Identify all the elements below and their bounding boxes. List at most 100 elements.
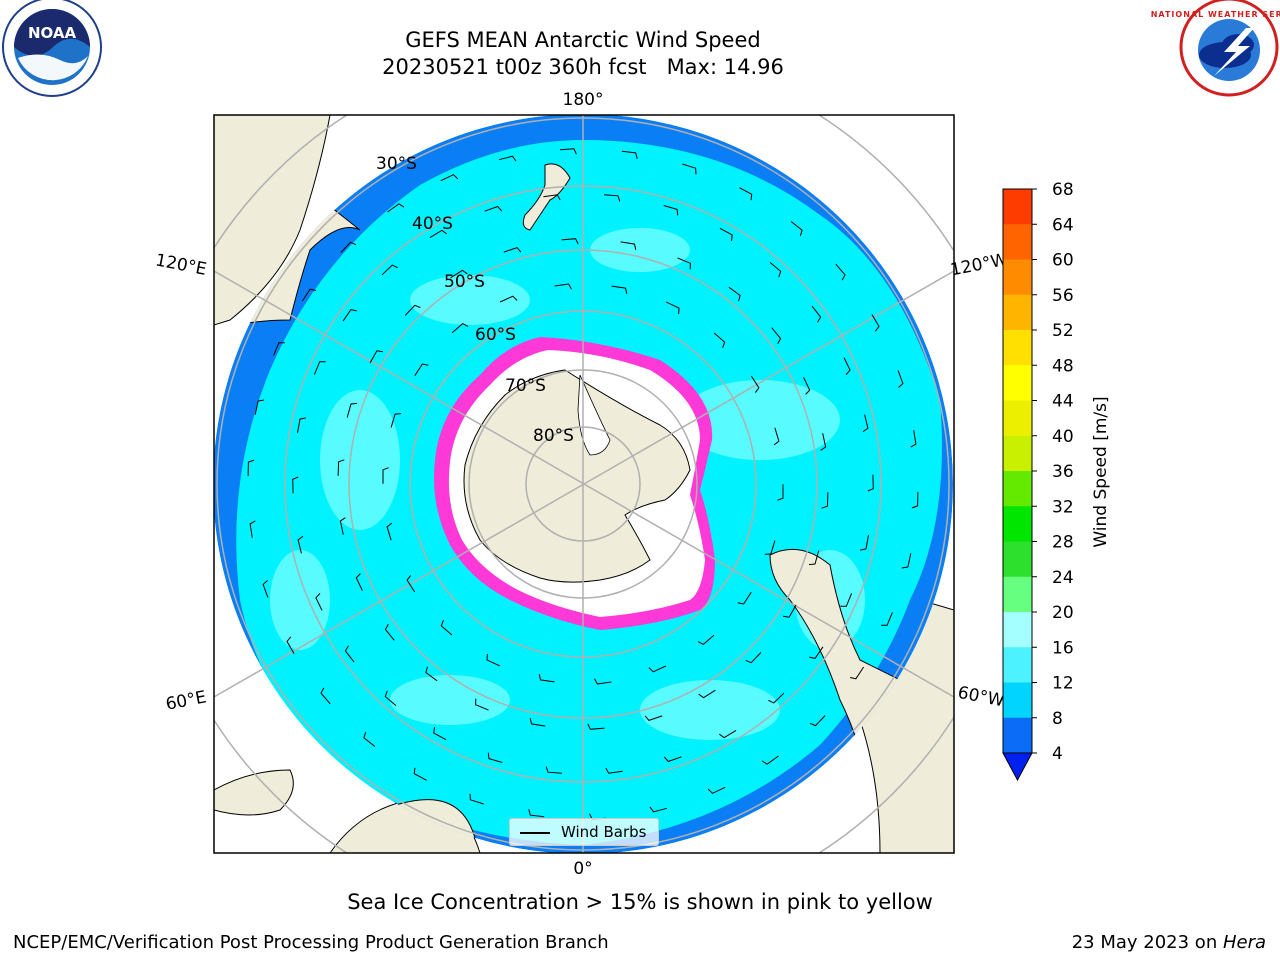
wind-barb [697, 634, 715, 646]
wind-barb [342, 309, 357, 322]
wind-barb [384, 623, 395, 641]
wind-barb [860, 535, 869, 551]
meridian-label-60w: 60°W [956, 683, 1006, 712]
wind-barb [381, 264, 398, 276]
map-subtitle: 20230521 t00z 360h fcst Max: 14.96 [382, 55, 784, 79]
wind-barb [413, 767, 427, 781]
noaa-logo: NOAA [2, 0, 102, 97]
wind-barb [677, 257, 691, 270]
wind-barb [262, 580, 269, 598]
wind-barb [901, 553, 912, 569]
wind-barb [809, 646, 824, 659]
wind-barb [835, 263, 846, 281]
colorbar-under-extension [1002, 752, 1033, 782]
colorbar-segment [1003, 189, 1032, 225]
wind-barb [538, 673, 555, 683]
colorbar-tick-label: 32 [1052, 497, 1074, 517]
wind-barb [425, 666, 438, 682]
legend-line-icon [520, 832, 550, 834]
colorbar-tick-label: 24 [1052, 568, 1074, 588]
wind-barb [499, 295, 518, 303]
colorbar-segment [1003, 294, 1032, 331]
map-frame [213, 114, 955, 854]
lat-label-80s: 80°S [533, 426, 574, 446]
map-title: GEFS MEAN Antarctic Wind Speed [405, 28, 761, 52]
wind-barb [809, 715, 826, 727]
ocean-light-patches [270, 228, 865, 740]
wind-barb [649, 806, 668, 813]
colorbar-tick-label: 40 [1052, 427, 1074, 447]
wind-barb [249, 520, 256, 538]
wind-barb [605, 767, 623, 774]
lat-label-50s: 50°S [444, 272, 485, 292]
wind-barb [750, 375, 760, 393]
wind-barb [719, 729, 737, 739]
wind-barb [247, 459, 255, 477]
meridian-label-120e: 120°E [154, 250, 209, 279]
wind-barb [663, 756, 682, 763]
footer-date-text: 23 May 2023 on [1071, 932, 1223, 953]
colorbar-segment [1003, 541, 1032, 578]
wind-barbs-legend: Wind Barbs [509, 818, 659, 846]
colorbar-tick-label: 20 [1052, 603, 1074, 623]
wind-barb [821, 492, 829, 509]
wind-barb [559, 148, 577, 155]
wind-barb [545, 766, 563, 774]
wind-barb [739, 187, 753, 201]
colorbar-tick-label: 56 [1052, 286, 1074, 306]
lat-label-30s: 30°S [376, 154, 417, 174]
new-zealand [522, 163, 571, 231]
wind-barb [713, 332, 726, 348]
wind-barb [840, 593, 853, 607]
wind-barb [363, 731, 376, 747]
colorbar-segment [1003, 259, 1032, 296]
colorbar-segment [1003, 612, 1032, 648]
wind-barb [707, 786, 726, 794]
wind-barb [803, 377, 811, 395]
wind-barb [911, 491, 919, 509]
lat-label-60s: 60°S [475, 325, 516, 345]
wind-barb [451, 322, 469, 334]
colorbar-label: Wind Speed [m/s] [1091, 396, 1111, 547]
meridian-label-60e: 60°E [164, 687, 208, 714]
wind-barb [286, 636, 295, 654]
wind-barb [484, 205, 503, 212]
meridian-label-180: 180° [563, 90, 604, 110]
colorbar-segment [1003, 400, 1032, 437]
wind-barb [811, 305, 822, 323]
footer-host: Hera [1222, 932, 1266, 953]
wind-barb [487, 752, 503, 763]
wind-barb [313, 361, 326, 375]
wind-barb [611, 285, 628, 295]
wind-barb [663, 205, 679, 216]
wind-barb [320, 687, 331, 705]
wind-barb [773, 427, 780, 446]
wind-barb [297, 417, 306, 433]
wind-barb [719, 227, 733, 241]
wind-barbs [247, 148, 919, 820]
colorbar-tick-label: 4 [1052, 744, 1063, 764]
wind-barb [620, 241, 637, 251]
wind-barb [339, 517, 346, 535]
wind-barb [254, 399, 265, 415]
map-panel [214, 115, 954, 853]
wind-barb [871, 314, 880, 332]
wind-barb [486, 653, 501, 667]
wind-barb [386, 522, 393, 541]
wind-barb [790, 221, 803, 237]
colorbar-segment [1003, 576, 1032, 613]
wind-barb [528, 809, 545, 818]
noaa-logo-text: NOAA [28, 24, 77, 42]
colorbar-segment [1003, 682, 1032, 719]
wind-barb [603, 194, 621, 202]
footer-credit: NCEP/EMC/Verification Post Processing Pr… [13, 932, 609, 953]
meridian-label-0: 0° [573, 859, 592, 879]
legend-label: Wind Barbs [561, 823, 647, 841]
wind-barb [433, 727, 447, 741]
wind-barb [561, 238, 579, 245]
wind-barb [406, 575, 416, 593]
wind-barb [529, 717, 546, 727]
meridian-60e-120w [214, 270, 954, 698]
wind-barb [344, 645, 355, 663]
wind-barb [475, 698, 489, 711]
